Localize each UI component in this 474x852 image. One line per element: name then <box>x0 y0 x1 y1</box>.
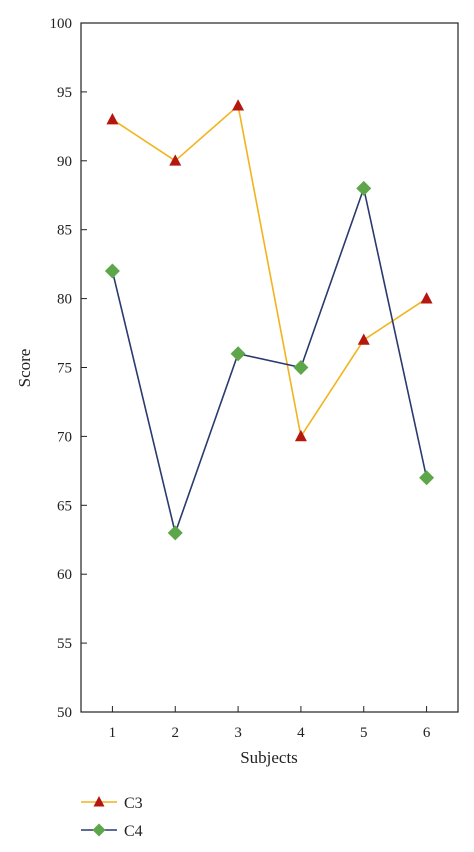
data-point-c4 <box>356 180 372 196</box>
plot-area-frame <box>80 22 459 713</box>
series-line-c4 <box>111 187 428 534</box>
x-tick-label: 3 <box>234 725 242 741</box>
data-point-c3 <box>357 333 370 345</box>
legend-item-c4: C4 <box>81 823 143 840</box>
y-tick-label: 80 <box>57 292 72 308</box>
legend-label: C4 <box>124 823 143 840</box>
series-lines <box>111 104 428 534</box>
x-axis-ticks: 1 2 3 4 5 6 <box>109 706 431 741</box>
series-markers <box>104 99 435 541</box>
data-point-c4 <box>230 346 246 362</box>
legend-label: C3 <box>124 795 143 812</box>
data-point-c3 <box>106 112 119 125</box>
x-axis-title: Subjects <box>240 748 298 767</box>
x-tick-label: 6 <box>423 725 431 741</box>
y-axis-title: Score <box>15 349 34 388</box>
legend: C3 C4 <box>81 795 143 840</box>
y-tick-label: 60 <box>57 567 72 583</box>
y-tick-label: 100 <box>50 16 73 32</box>
y-axis-ticks: 50 55 60 65 70 75 80 85 90 95 100 <box>50 16 87 721</box>
data-point-c4 <box>419 470 435 486</box>
data-point-c3 <box>420 292 433 304</box>
y-tick-label: 90 <box>57 154 72 170</box>
y-tick-label: 55 <box>57 636 72 652</box>
legend-swatch-marker <box>92 823 106 837</box>
data-point-c4 <box>104 263 120 279</box>
data-point-c3 <box>169 154 182 166</box>
y-tick-label: 85 <box>57 223 72 239</box>
y-tick-label: 50 <box>57 705 72 721</box>
data-point-c4 <box>167 525 183 541</box>
x-tick-label: 1 <box>109 725 117 741</box>
y-tick-label: 95 <box>57 85 72 101</box>
legend-swatch-marker <box>93 796 105 807</box>
data-point-c4 <box>293 360 309 375</box>
legend-item-c3: C3 <box>81 795 143 812</box>
data-point-c3 <box>294 429 307 442</box>
y-tick-label: 70 <box>57 429 72 445</box>
x-tick-label: 5 <box>360 725 368 741</box>
data-point-c3 <box>232 99 245 111</box>
y-tick-label: 75 <box>57 361 72 377</box>
y-tick-label: 65 <box>57 498 72 514</box>
x-tick-label: 4 <box>297 725 305 741</box>
x-tick-label: 2 <box>172 725 180 741</box>
series-line-c3 <box>111 104 428 438</box>
